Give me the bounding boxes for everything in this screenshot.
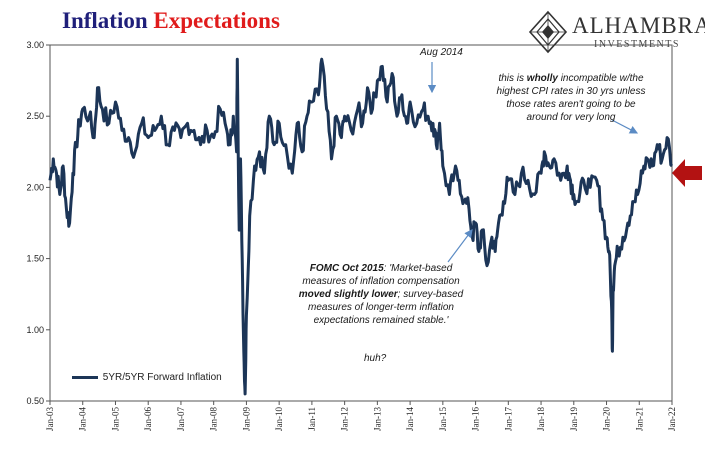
x-tick-label: Jan-21 — [634, 407, 644, 431]
x-tick-label: Jan-17 — [503, 407, 513, 431]
x-tick-label: Jan-14 — [405, 407, 415, 431]
x-tick-label: Jan-22 — [667, 407, 677, 431]
legend: 5YR/5YR Forward Inflation — [72, 372, 222, 383]
annotation-fomc-line: measures of longer-term inflation — [308, 302, 454, 313]
x-tick-label: Jan-06 — [143, 407, 153, 431]
annotation-fomc-line: measures of inflation compensation — [302, 276, 460, 287]
logo-emblem-icon — [528, 10, 568, 54]
pointer-incompatible — [611, 119, 639, 134]
x-tick-label: Jan-07 — [176, 407, 186, 431]
annotation-incompatible-line: around for very long — [526, 112, 616, 123]
current-level-arrow-icon — [672, 159, 702, 187]
x-tick-label: Jan-11 — [307, 407, 317, 431]
x-tick-label: Jan-15 — [438, 407, 448, 431]
y-tick-label: 1.50 — [26, 254, 44, 264]
x-tick-label: Jan-16 — [471, 407, 481, 431]
pointer-fomc — [447, 229, 473, 263]
series-line-5yr-5yr-forward-inflation — [48, 57, 674, 396]
x-tick-label: Jan-18 — [536, 407, 546, 431]
x-tick-label: Jan-09 — [241, 407, 251, 431]
title-part-2: Expectations — [153, 8, 280, 33]
y-tick-label: 2.50 — [26, 111, 44, 121]
annotation-fomc-line: expectations remained stable.' — [313, 315, 449, 326]
x-tick-label: Jan-12 — [340, 407, 350, 431]
y-tick-label: 3.00 — [26, 40, 44, 50]
x-tick-label: Jan-05 — [110, 407, 120, 431]
x-tick-label: Jan-03 — [45, 407, 55, 431]
annotation-fomc-emphasis: moved slightly lower — [298, 289, 398, 300]
title-part-1: Inflation — [62, 8, 148, 33]
annotation-fomc: FOMC Oct 2015: 'Market-based measures of … — [290, 262, 472, 327]
annotation-fomc-emphasis: FOMC Oct 2015 — [309, 263, 384, 274]
plot-frame — [49, 44, 673, 402]
x-tick-label: Jan-08 — [209, 407, 219, 431]
chart-title: Inflation Expectations — [62, 8, 280, 34]
annotation-incompatible-line: this is wholly incompatible w/the — [498, 73, 644, 84]
annotation-incompatible-line: highest CPI rates in 30 yrs unless — [496, 86, 646, 97]
series-layer — [48, 57, 674, 396]
annotation-fomc-line: FOMC Oct 2015: 'Market-based — [309, 263, 453, 274]
annotation-incompatible: this is wholly incompatible w/the highest… — [466, 72, 676, 124]
legend-swatch — [72, 375, 98, 379]
annotation-aug-2014: Aug 2014 — [420, 47, 463, 58]
annotation-fomc-line: moved slightly lower; survey-based — [298, 289, 464, 300]
x-tick-label: Jan-10 — [274, 407, 284, 431]
annotation-incompatible-line: those rates aren't going to be — [506, 99, 636, 110]
x-tick-label: Jan-19 — [569, 407, 579, 431]
logo-name: ALHAMBRA — [572, 13, 705, 38]
annotation-incompatible-emphasis: wholly — [526, 73, 558, 84]
legend-label: 5YR/5YR Forward Inflation — [102, 372, 222, 383]
y-tick-label: 0.50 — [26, 396, 44, 406]
x-tick-label: Jan-04 — [78, 407, 88, 431]
logo-subtitle: INVESTMENTS — [594, 39, 680, 50]
y-tick-label: 2.00 — [26, 182, 44, 192]
x-tick-label: Jan-13 — [372, 407, 382, 431]
company-logo: ALHAMBRA INVESTMENTS — [528, 10, 705, 54]
annotation-huh: huh? — [364, 353, 387, 364]
y-tick-label: 1.00 — [26, 325, 44, 335]
axes: 0.50 1.00 1.50 2.00 2.50 3.00 Jan-03 Jan-04 Jan-… — [26, 40, 677, 431]
annotation-pointers — [427, 62, 639, 263]
x-tick-label: Jan-20 — [602, 407, 612, 431]
